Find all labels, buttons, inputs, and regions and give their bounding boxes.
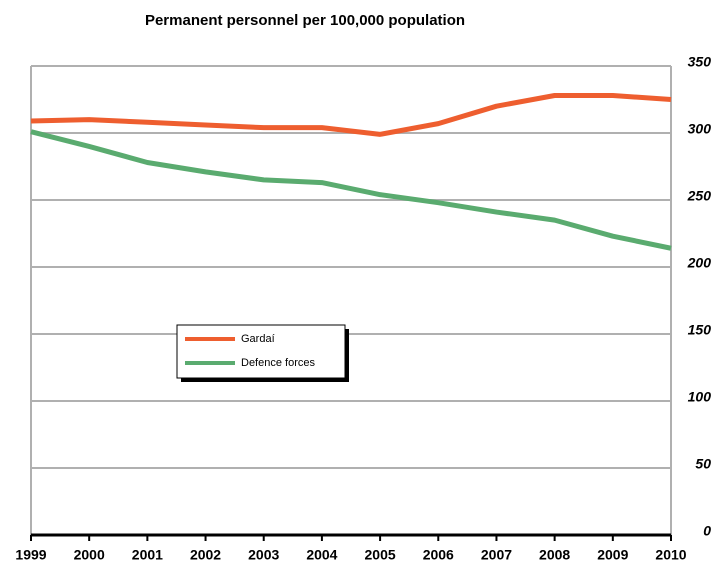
y-tick-label: 150 bbox=[688, 322, 712, 338]
x-tick-label: 2000 bbox=[74, 547, 105, 563]
x-tick-label: 2008 bbox=[539, 547, 570, 563]
y-tick-label: 100 bbox=[688, 389, 712, 405]
x-tick-label: 2005 bbox=[365, 547, 396, 563]
y-tick-label: 350 bbox=[688, 54, 712, 70]
data-line bbox=[30, 92, 672, 137]
legend-label: Gardaí bbox=[241, 333, 275, 345]
y-tick-label: 250 bbox=[687, 188, 712, 204]
y-tick-label: 300 bbox=[688, 121, 712, 137]
legend bbox=[176, 324, 346, 379]
legend-label: Defence forces bbox=[241, 357, 315, 369]
x-tick-label: 1999 bbox=[15, 547, 46, 563]
chart-title: Permanent personnel per 100,000 populati… bbox=[145, 12, 465, 29]
data-line bbox=[30, 129, 672, 251]
x-tick-label: 2002 bbox=[190, 547, 221, 563]
x-tick-label: 2001 bbox=[132, 547, 163, 563]
x-tick-label: 2007 bbox=[481, 547, 512, 563]
x-tick-label: 2009 bbox=[597, 547, 628, 563]
y-tick-label: 0 bbox=[703, 523, 711, 539]
x-tick-label: 2003 bbox=[248, 547, 279, 563]
x-tick-label: 2010 bbox=[655, 547, 686, 563]
y-tick-label: 50 bbox=[695, 456, 711, 472]
x-tick-label: 2004 bbox=[306, 547, 337, 563]
y-tick-label: 200 bbox=[687, 255, 712, 271]
x-tick-label: 2006 bbox=[423, 547, 454, 563]
